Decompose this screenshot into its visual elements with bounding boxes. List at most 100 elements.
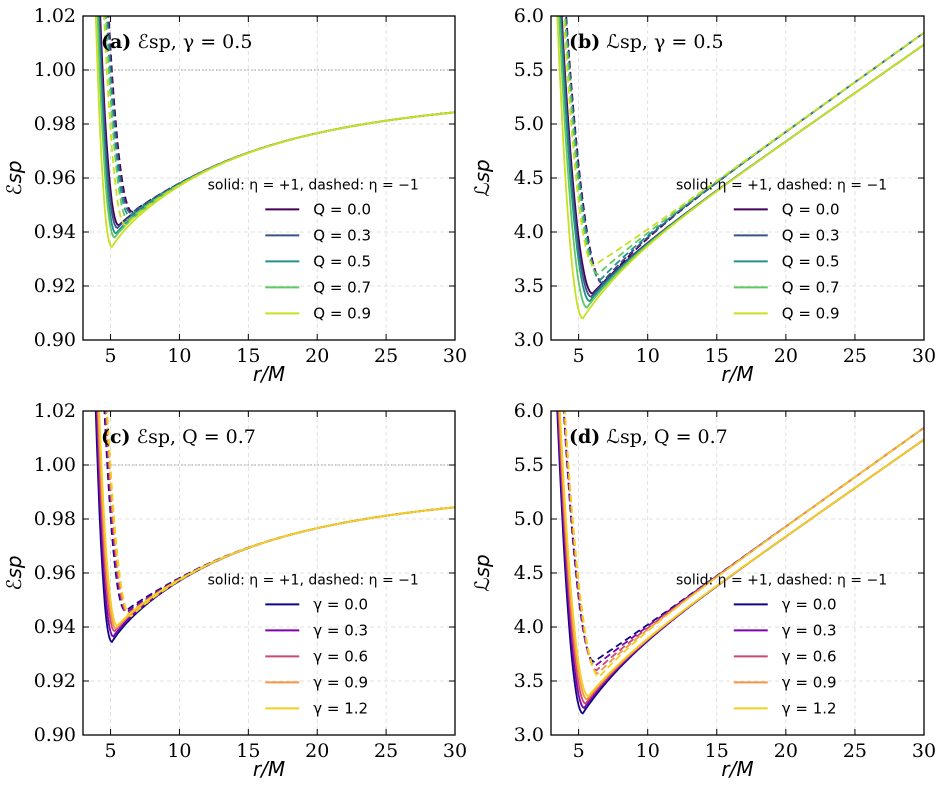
y-axis-label: ℰsp <box>2 555 26 590</box>
y-tick-label: 0.96 <box>34 562 76 584</box>
y-tick-label: 0.96 <box>34 167 76 189</box>
x-tick-label: 30 <box>443 345 467 367</box>
x-tick-label: 5 <box>573 740 585 762</box>
legend-entry: Q = 0.3 <box>313 226 371 244</box>
solid-curve-3 <box>557 411 924 705</box>
curves <box>94 411 455 644</box>
y-tick-label: 1.02 <box>34 5 76 27</box>
x-tick-label: 15 <box>236 740 260 762</box>
panel-title: (d) ℒsp, Q = 0.7 <box>569 426 728 448</box>
legend-header: solid: η = +1, dashed: η = −1 <box>676 177 887 193</box>
y-tick-label: 5.5 <box>514 454 544 476</box>
y-tick-label: 1.02 <box>34 400 76 422</box>
legend: solid: η = +1, dashed: η = −1 Q = 0.0 Q = … <box>676 177 887 322</box>
curves <box>556 411 924 715</box>
panel-title: (a) ℰsp, γ = 0.5 <box>101 31 252 53</box>
x-tick-label: 10 <box>167 740 191 762</box>
legend-entry: Q = 0.7 <box>782 278 840 296</box>
panel-title-letter: (b) <box>569 31 600 53</box>
x-tick-label: 20 <box>774 740 798 762</box>
dashed-curve-2 <box>563 411 924 667</box>
x-tick-label: 15 <box>236 345 260 367</box>
y-axis-label: ℒsp <box>470 159 494 197</box>
legend-entry: γ = 1.2 <box>782 699 837 717</box>
x-tick-label: 30 <box>912 345 936 367</box>
x-tick-label: 25 <box>843 740 867 762</box>
legend-entry: Q = 0.9 <box>782 304 840 322</box>
x-tick-label: 20 <box>305 345 329 367</box>
x-tick-label: 10 <box>636 345 660 367</box>
x-tick-label: 20 <box>305 740 329 762</box>
y-tick-label: 4.5 <box>514 167 544 189</box>
y-tick-label: 0.98 <box>34 508 76 530</box>
x-tick-label: 5 <box>105 345 117 367</box>
y-tick-label: 4.0 <box>514 221 544 243</box>
x-tick-label: 30 <box>443 740 467 762</box>
dashed-curve-5 <box>106 411 455 618</box>
solid-curve-2 <box>557 411 924 710</box>
y-tick-label: 4.0 <box>514 616 544 638</box>
x-axis-label: r/M <box>721 362 753 386</box>
panel-title-text: ℰsp, Q = 0.7 <box>131 426 256 448</box>
y-axis-label: ℰsp <box>2 160 26 195</box>
legend-entry: γ = 0.3 <box>782 621 837 639</box>
y-tick-label: 1.00 <box>34 59 76 81</box>
legend-entry: γ = 0.6 <box>782 647 837 665</box>
x-tick-label: 10 <box>636 740 660 762</box>
dashed-curve-5 <box>563 411 924 678</box>
legend-entry: γ = 0.9 <box>782 673 837 691</box>
y-tick-label: 3.0 <box>514 724 544 746</box>
x-tick-label: 30 <box>912 740 936 762</box>
y-tick-label: 5.5 <box>514 59 544 81</box>
legend-entry: Q = 0.7 <box>313 278 371 296</box>
legend: solid: η = +1, dashed: η = −1 γ = 0.0 γ = … <box>676 572 887 717</box>
y-tick-label: 4.5 <box>514 562 544 584</box>
solid-curve-5 <box>556 16 924 320</box>
legend-entry: γ = 1.2 <box>313 699 368 717</box>
legend-entry: Q = 0.0 <box>782 200 840 218</box>
y-axis-label: ℒsp <box>470 554 494 592</box>
legend: solid: η = +1, dashed: η = −1 Q = 0.0 Q = … <box>208 177 419 322</box>
panel-title: (c) ℰsp, Q = 0.7 <box>101 426 256 448</box>
panel-title-text: ℒsp, γ = 0.5 <box>600 31 723 53</box>
x-tick-label: 10 <box>167 345 191 367</box>
x-tick-label: 15 <box>705 740 729 762</box>
y-tick-label: 0.92 <box>34 275 76 297</box>
panel-title-text: ℰsp, γ = 0.5 <box>131 31 252 53</box>
legend-entry: γ = 0.3 <box>313 621 368 639</box>
x-tick-label: 25 <box>374 345 398 367</box>
y-tick-label: 6.0 <box>514 5 544 27</box>
y-tick-label: 1.00 <box>34 454 76 476</box>
dashed-curve-1 <box>103 411 455 612</box>
dashed-curve-5 <box>103 16 455 227</box>
legend-entry: γ = 0.0 <box>313 595 368 613</box>
dashed-curve-4 <box>105 411 455 616</box>
legend-entry: Q = 0.3 <box>782 226 840 244</box>
solid-curve-4 <box>97 411 455 630</box>
x-tick-label: 25 <box>374 740 398 762</box>
y-tick-label: 0.92 <box>34 670 76 692</box>
solid-curve-3 <box>96 411 455 633</box>
curves <box>94 16 455 249</box>
legend-entry: γ = 0.6 <box>313 647 368 665</box>
y-tick-label: 0.98 <box>34 113 76 135</box>
panel-title-letter: (c) <box>101 426 131 448</box>
panel-d: 5 10 15 20 25 30 3.0 3.5 4.0 4.5 5.0 5.5 6.0 r/M ℒsp (d… <box>470 400 936 781</box>
x-axis-label: r/M <box>253 362 285 386</box>
legend-entry: Q = 0.5 <box>782 252 840 270</box>
legend-entry: Q = 0.0 <box>313 200 371 218</box>
y-tick-label: 6.0 <box>514 400 544 422</box>
dashed-curve-2 <box>104 411 455 614</box>
legend-entry: Q = 0.9 <box>313 304 371 322</box>
dashed-curve-4 <box>563 411 924 675</box>
panel-a: 5 10 15 20 25 30 0.90 0.92 0.94 0.96 0.98 1.00 1.02 r… <box>2 5 467 386</box>
y-tick-label: 0.94 <box>34 616 76 638</box>
panel-title-letter: (d) <box>569 426 600 448</box>
y-tick-label: 0.90 <box>34 329 76 351</box>
legend-entry: γ = 0.0 <box>782 595 837 613</box>
legend-header: solid: η = +1, dashed: η = −1 <box>208 572 419 588</box>
x-tick-label: 5 <box>573 345 585 367</box>
y-tick-label: 3.5 <box>514 670 544 692</box>
curves <box>556 16 924 320</box>
